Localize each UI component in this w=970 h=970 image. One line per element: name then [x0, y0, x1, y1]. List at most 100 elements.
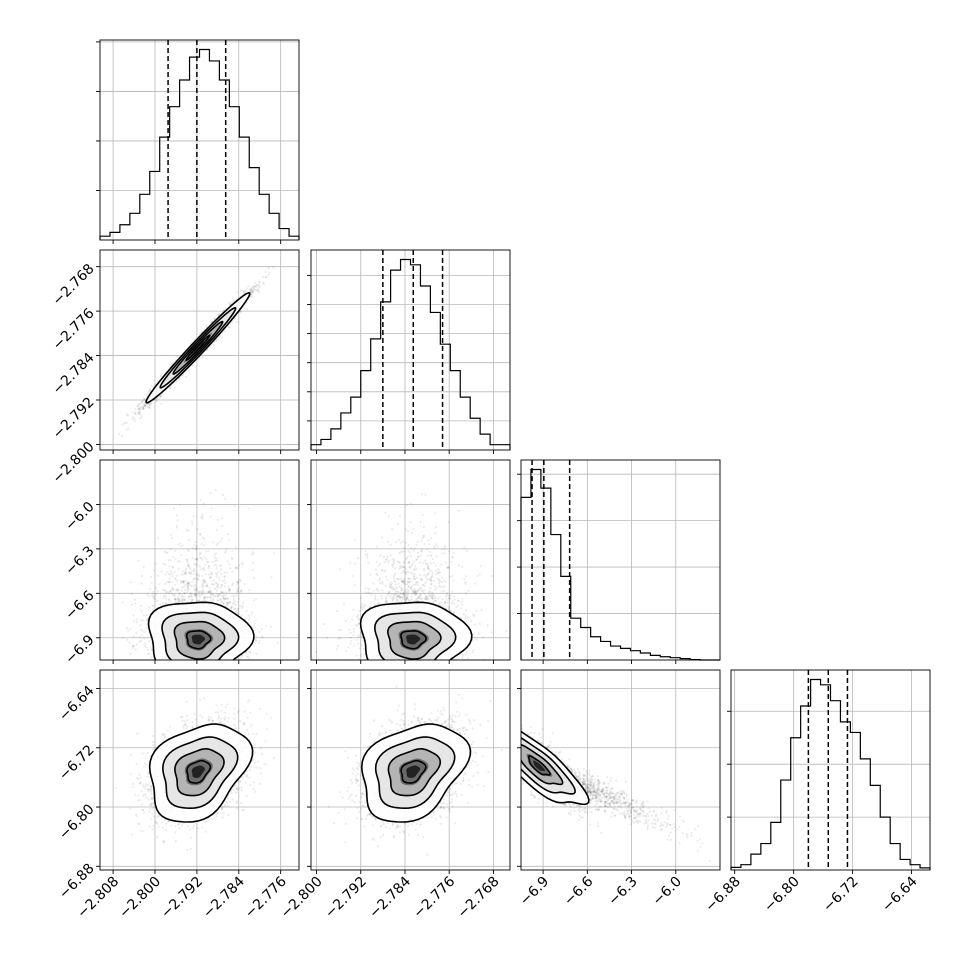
sample-point — [132, 620, 136, 623]
panel-frame — [310, 249, 511, 451]
sample-point — [226, 560, 229, 563]
sample-point — [186, 582, 190, 585]
sample-point — [187, 663, 189, 665]
sample-point — [184, 375, 188, 378]
sample-point — [142, 408, 145, 411]
sample-point — [254, 285, 257, 288]
sample-point — [252, 290, 255, 293]
sample-point — [268, 271, 271, 274]
sample-point — [253, 660, 255, 662]
sample-point — [143, 397, 146, 400]
sample-point — [229, 302, 232, 306]
sample-point — [132, 635, 135, 638]
sample-point — [193, 588, 196, 591]
sample-point — [184, 583, 187, 586]
sample-point — [202, 673, 204, 675]
sample-point — [209, 589, 212, 593]
sample-point — [190, 599, 193, 602]
sample-point — [243, 289, 246, 293]
sample-point — [126, 421, 129, 424]
sample-point — [193, 558, 197, 561]
sample-point — [254, 281, 257, 284]
sample-point — [187, 676, 189, 678]
sample-point — [240, 661, 242, 663]
sample-point — [225, 601, 229, 604]
sample-point — [142, 407, 145, 410]
sample-point — [192, 578, 195, 581]
sample-point — [176, 667, 178, 669]
hist-panel-1 — [307, 249, 511, 454]
sample-point — [136, 405, 139, 408]
sample-point — [167, 667, 169, 669]
sample-point — [187, 589, 190, 592]
sample-point — [237, 564, 240, 567]
sample-point — [121, 434, 124, 438]
sample-point — [129, 652, 132, 656]
hist-step — [310, 258, 511, 450]
sample-point — [151, 593, 154, 597]
sample-point — [164, 590, 167, 593]
sample-point — [142, 406, 145, 409]
sample-point — [213, 317, 216, 320]
sample-point — [236, 580, 239, 583]
hist-step — [520, 468, 720, 661]
sample-point — [143, 403, 146, 406]
sample-point — [173, 583, 177, 586]
sample-point — [180, 683, 182, 685]
sample-point — [214, 665, 216, 667]
sample-point — [186, 677, 188, 679]
sample-point — [195, 558, 198, 561]
sample-point — [228, 589, 231, 592]
sample-point — [227, 684, 229, 686]
sample-point — [171, 575, 174, 578]
sample-point — [254, 598, 258, 601]
sample-point — [134, 602, 137, 605]
sample-point — [182, 581, 185, 584]
sample-point — [175, 526, 178, 529]
sample-point — [134, 412, 138, 415]
sample-point — [189, 663, 191, 665]
sample-point — [137, 407, 140, 410]
sample-point — [191, 364, 194, 367]
sample-point — [239, 289, 242, 292]
sample-point — [154, 598, 157, 601]
sample-point — [240, 606, 243, 609]
sample-point — [236, 660, 238, 662]
hist-panel-0 — [96, 39, 300, 244]
sample-point — [164, 582, 167, 585]
sample-point — [228, 301, 231, 304]
sample-point — [149, 587, 152, 591]
sample-point — [143, 407, 146, 410]
sample-point — [179, 542, 182, 545]
sample-point — [140, 400, 143, 404]
sample-point — [206, 662, 208, 664]
sample-point — [224, 549, 227, 553]
sample-point — [254, 619, 257, 622]
sample-point — [209, 678, 211, 680]
sample-point — [198, 686, 200, 688]
sample-point — [213, 553, 216, 556]
sample-point — [174, 380, 177, 383]
sample-point — [235, 566, 238, 569]
sample-point — [187, 582, 191, 585]
sample-point — [183, 585, 186, 588]
sample-point — [222, 602, 225, 606]
sample-point — [159, 395, 162, 398]
contour-line — [172, 320, 224, 375]
sample-point — [194, 594, 197, 597]
sample-point — [225, 547, 228, 550]
sample-point — [143, 402, 146, 405]
sample-point — [264, 276, 267, 279]
sample-point — [252, 286, 255, 289]
hist-step — [99, 48, 300, 240]
sample-point — [148, 595, 151, 598]
panel-frame — [99, 39, 300, 241]
sample-point — [201, 661, 203, 663]
sample-point — [139, 413, 142, 416]
sample-point — [175, 524, 179, 527]
sample-point — [201, 665, 203, 667]
sample-point — [242, 290, 245, 293]
sample-point — [193, 662, 195, 664]
sample-point — [141, 407, 144, 410]
sample-point — [134, 411, 137, 414]
